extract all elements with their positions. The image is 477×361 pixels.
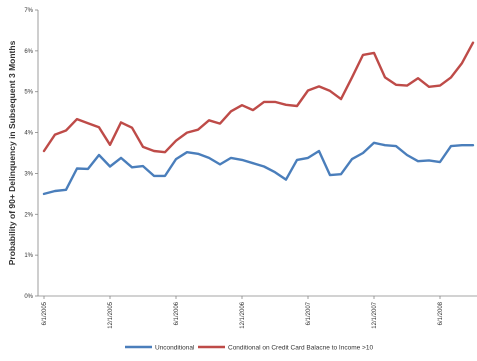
legend-label: Conditional on Credit Card Balacne to In… xyxy=(228,345,373,352)
y-tick-label: 7% xyxy=(24,8,33,14)
series-line-2 xyxy=(42,41,475,154)
y-tick-label: 5% xyxy=(24,90,33,96)
y-tick-label: 2% xyxy=(24,212,33,218)
series-line-1 xyxy=(42,141,475,196)
x-tick-label: 12/1/2007 xyxy=(372,301,378,328)
legend: Unconditional Conditional on Credit Card … xyxy=(125,345,373,352)
legend-label: Unconditional xyxy=(155,345,195,352)
y-tick-label: 0% xyxy=(24,294,33,300)
y-tick-label: 3% xyxy=(24,171,33,177)
x-tick-label: 12/1/2005 xyxy=(108,301,114,328)
x-tick-label: 6/1/2005 xyxy=(42,301,48,325)
plot-area xyxy=(38,10,477,296)
y-tick-label: 6% xyxy=(24,49,33,55)
y-tick-label: 1% xyxy=(24,253,33,259)
y-tick-label: 4% xyxy=(24,131,33,137)
x-tick-label: 6/1/2008 xyxy=(438,301,444,325)
x-tick-label: 6/1/2006 xyxy=(174,301,180,325)
series-lines xyxy=(42,41,475,196)
y-axis: 0% 1% 2% 3% 4% 5% 6% 7% xyxy=(24,8,39,300)
y-axis-label: Probability of 90+ Delinquency in Subseq… xyxy=(7,40,17,265)
x-axis: 6/1/2005 12/1/2005 6/1/2006 12/1/2006 6/1/20… xyxy=(38,295,477,329)
x-tick-label: 12/1/2006 xyxy=(240,301,246,328)
x-tick-label: 6/1/2007 xyxy=(306,301,312,325)
